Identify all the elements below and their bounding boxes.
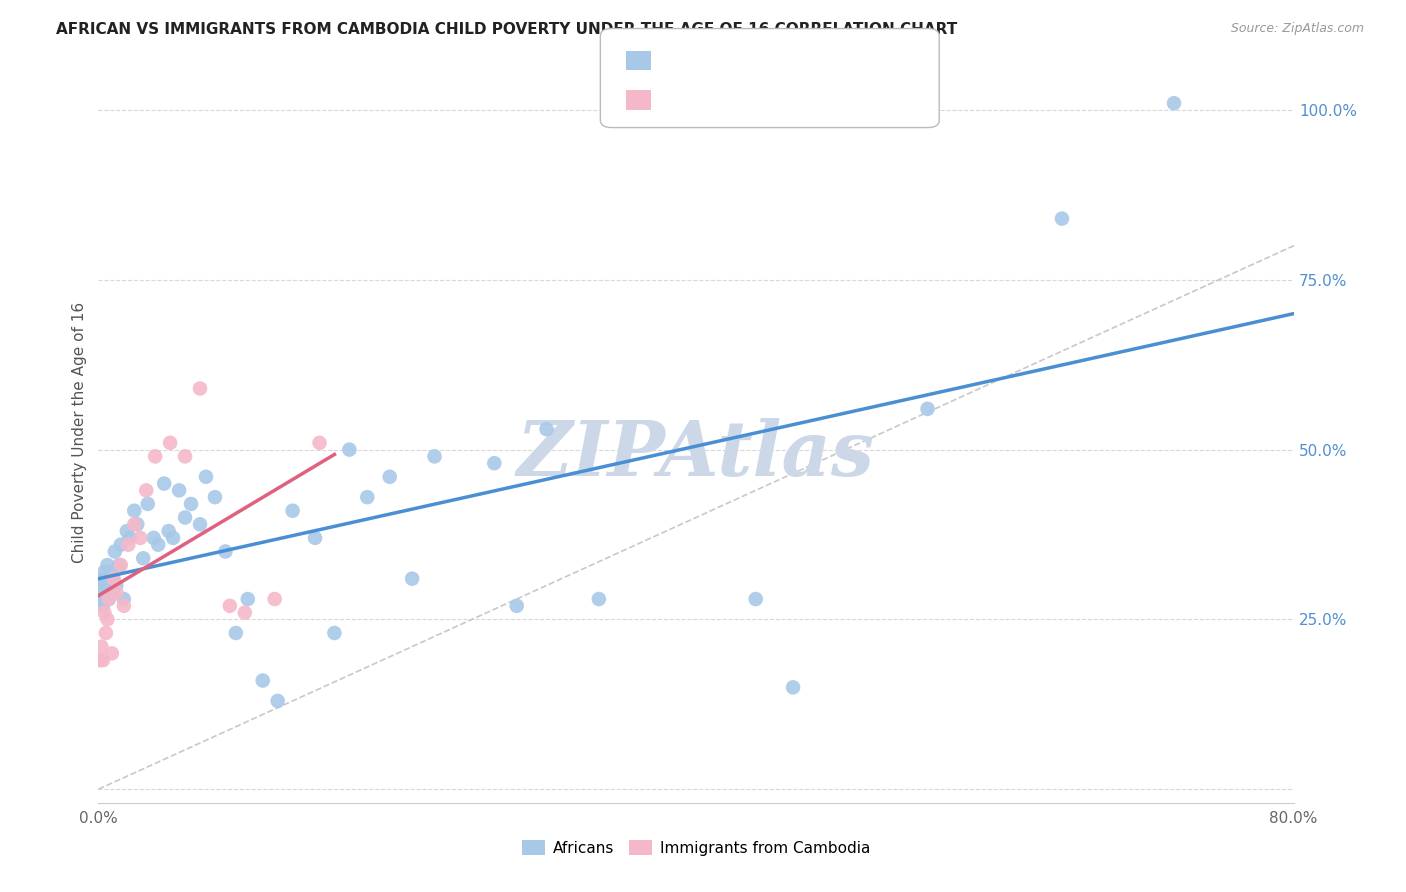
Point [117, 538, 139, 552]
Point [308, 435, 330, 450]
Text: 0.465: 0.465 [681, 91, 733, 109]
Point [89, 585, 111, 599]
Point [252, 673, 274, 688]
Point [204, 490, 226, 504]
Point [219, 599, 242, 613]
Point [90, 640, 112, 654]
Y-axis label: Child Poverty Under the Age of 16: Child Poverty Under the Age of 16 [72, 302, 87, 563]
Legend: Africans, Immigrants from Cambodia: Africans, Immigrants from Cambodia [516, 834, 876, 862]
Point [339, 442, 361, 457]
Point [588, 592, 610, 607]
Point [104, 544, 127, 558]
Point [105, 578, 128, 592]
Point [91, 653, 114, 667]
Point [174, 450, 197, 464]
Point [263, 592, 285, 607]
Point [93, 606, 115, 620]
Text: R =: R = [658, 91, 695, 109]
Point [167, 483, 190, 498]
Point [101, 646, 124, 660]
Point [96, 558, 118, 572]
Point [233, 606, 256, 620]
Point [782, 681, 804, 695]
Text: R =: R = [658, 52, 695, 70]
Point [162, 531, 184, 545]
Point [112, 599, 135, 613]
Point [97, 578, 120, 592]
Point [401, 572, 423, 586]
Point [93, 565, 115, 579]
Point [356, 490, 378, 504]
Point [124, 504, 146, 518]
Text: 60: 60 [763, 52, 786, 70]
Point [101, 585, 124, 599]
Point [267, 694, 290, 708]
Point [195, 469, 218, 483]
Text: Source: ZipAtlas.com: Source: ZipAtlas.com [1230, 22, 1364, 36]
Point [91, 599, 114, 613]
Point [157, 524, 180, 538]
Point [112, 592, 135, 607]
Point [180, 497, 202, 511]
Point [281, 504, 304, 518]
Point [1050, 211, 1073, 226]
Point [96, 572, 118, 586]
Point [159, 435, 181, 450]
Point [110, 538, 132, 552]
Point [143, 450, 166, 464]
Text: 24: 24 [763, 91, 787, 109]
Point [214, 544, 236, 558]
Point [378, 469, 401, 483]
Point [94, 592, 117, 607]
Point [105, 585, 128, 599]
Point [94, 578, 117, 592]
Point [103, 572, 125, 586]
Point [89, 653, 111, 667]
Point [484, 456, 506, 470]
Point [94, 626, 117, 640]
Point [323, 626, 346, 640]
Point [536, 422, 558, 436]
Point [153, 476, 176, 491]
Point [917, 401, 939, 416]
Point [96, 612, 118, 626]
Point [1163, 96, 1185, 111]
Point [506, 599, 529, 613]
Point [98, 565, 122, 579]
Point [103, 572, 125, 586]
Point [174, 510, 197, 524]
Text: 0.448: 0.448 [681, 52, 733, 70]
Text: AFRICAN VS IMMIGRANTS FROM CAMBODIA CHILD POVERTY UNDER THE AGE OF 16 CORRELATIO: AFRICAN VS IMMIGRANTS FROM CAMBODIA CHIL… [56, 22, 957, 37]
Point [136, 497, 159, 511]
Point [110, 558, 132, 572]
Point [129, 531, 152, 545]
Point [142, 531, 165, 545]
Point [148, 538, 170, 552]
Point [97, 592, 120, 607]
Point [188, 382, 211, 396]
Point [93, 585, 115, 599]
Point [91, 572, 114, 586]
Point [108, 558, 131, 572]
Point [118, 531, 141, 545]
Point [423, 450, 446, 464]
Point [124, 517, 146, 532]
Point [225, 626, 247, 640]
Point [90, 578, 112, 592]
Point [90, 592, 112, 607]
Point [188, 517, 211, 532]
Point [115, 524, 138, 538]
Text: N =: N = [740, 52, 776, 70]
Point [132, 551, 155, 566]
Point [135, 483, 157, 498]
Point [97, 592, 120, 607]
Point [236, 592, 259, 607]
Point [127, 517, 149, 532]
Point [745, 592, 768, 607]
Text: N =: N = [740, 91, 776, 109]
Point [304, 531, 326, 545]
Text: ZIPAtlas: ZIPAtlas [517, 417, 875, 491]
